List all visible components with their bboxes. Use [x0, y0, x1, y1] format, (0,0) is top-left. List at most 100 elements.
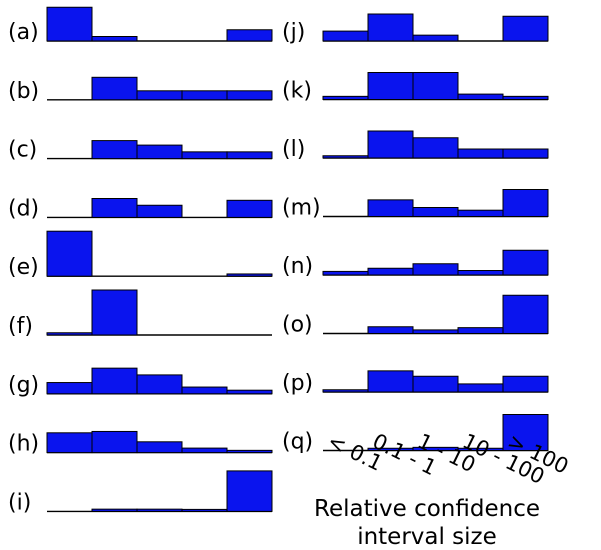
bar — [457, 383, 504, 393]
bar — [367, 13, 414, 42]
bar — [226, 199, 273, 218]
bar — [502, 189, 549, 217]
bar — [226, 151, 273, 160]
bar — [322, 155, 369, 159]
panel-label: (j) — [282, 20, 305, 45]
bar — [226, 273, 273, 277]
bar — [502, 375, 549, 393]
bar — [322, 389, 369, 393]
panel-label: (d) — [8, 196, 39, 221]
panel-a: (a) — [8, 6, 273, 45]
panel-label: (g) — [8, 373, 39, 398]
panel-g: (g) — [8, 367, 273, 398]
bar — [181, 90, 228, 101]
bar — [502, 249, 549, 276]
panel-l: (l) — [282, 130, 549, 162]
bar — [91, 36, 138, 42]
bar — [226, 90, 273, 101]
bar — [181, 508, 228, 512]
panel-label: (e) — [8, 255, 39, 280]
bar — [322, 95, 369, 100]
panel-c: (c) — [8, 138, 273, 163]
bar — [367, 370, 414, 393]
bar — [136, 90, 183, 101]
panel-m: (m) — [282, 189, 549, 221]
x-axis-title-line-1: Relative confidence — [314, 496, 540, 522]
bar — [136, 144, 183, 160]
panel-label: (i) — [8, 490, 31, 515]
panel-label: (c) — [8, 138, 37, 163]
bar — [367, 267, 414, 276]
panel-h: (h) — [8, 430, 273, 457]
panel-j: (j) — [282, 13, 549, 45]
panel-label: (b) — [8, 79, 39, 104]
bar — [226, 470, 273, 512]
panel-label: (n) — [282, 254, 313, 279]
bar — [91, 508, 138, 512]
bar — [91, 198, 138, 218]
bar — [136, 441, 183, 454]
panel-label: (f) — [8, 314, 33, 339]
bar — [367, 199, 414, 218]
bar — [367, 130, 414, 159]
bar — [322, 270, 369, 276]
bar — [226, 449, 273, 454]
panel-i: (i) — [8, 470, 273, 515]
bar — [367, 326, 414, 334]
bar — [46, 382, 93, 395]
panel-f: (f) — [8, 289, 272, 339]
bar — [181, 447, 228, 454]
panel-p: (p) — [282, 370, 549, 396]
bar — [412, 263, 459, 276]
bar — [502, 95, 549, 100]
bar — [502, 294, 549, 334]
bar — [457, 270, 504, 276]
bar — [412, 329, 459, 334]
bar — [46, 230, 93, 277]
panel-d: (d) — [8, 196, 273, 221]
panel-label: (q) — [282, 430, 313, 455]
panel-label: (a) — [8, 20, 39, 45]
bar — [412, 34, 459, 42]
bar — [502, 15, 549, 42]
bar — [136, 508, 183, 512]
bar — [226, 29, 273, 42]
bar — [91, 430, 138, 454]
panel-label: (l) — [282, 137, 305, 162]
bar — [46, 6, 93, 42]
bar — [136, 374, 183, 395]
bar — [457, 148, 504, 159]
panel-n: (n) — [282, 249, 549, 279]
x-axis-title-line-2: interval size — [357, 524, 497, 550]
panel-label: (h) — [8, 432, 39, 457]
bar — [46, 332, 93, 336]
bar — [91, 289, 138, 336]
panel-label: (p) — [282, 371, 313, 396]
bar — [412, 137, 459, 159]
bar — [181, 386, 228, 395]
bar — [226, 389, 273, 395]
bar — [46, 432, 93, 454]
panel-e: (e) — [8, 230, 273, 280]
bar — [412, 375, 459, 393]
bar — [457, 93, 504, 100]
panel-label: (k) — [282, 79, 312, 104]
bar — [457, 327, 504, 334]
panel-label: (m) — [282, 196, 321, 221]
panels: (a) (b) (c) (d) (e) (f) (g) (h) (i) (j) (k) (l) (m) (… — [8, 6, 549, 515]
bar — [91, 367, 138, 395]
bar — [502, 414, 549, 451]
bar — [457, 209, 504, 217]
panel-b: (b) — [8, 76, 273, 104]
bar — [91, 140, 138, 160]
panel-k: (k) — [282, 72, 549, 104]
panel-q: (q) — [282, 414, 549, 455]
bar — [412, 72, 459, 100]
bar — [502, 148, 549, 159]
panel-label: (o) — [282, 313, 313, 338]
bar — [322, 30, 369, 42]
panel-o: (o) — [282, 294, 549, 338]
bar — [181, 151, 228, 160]
